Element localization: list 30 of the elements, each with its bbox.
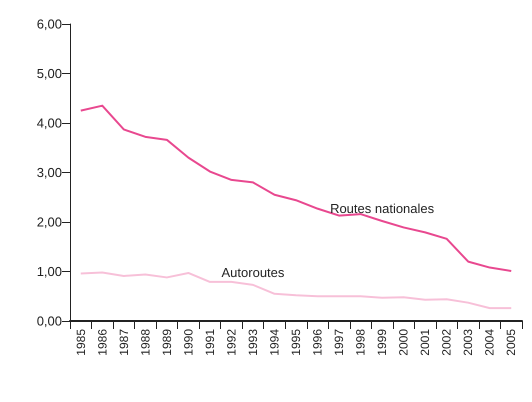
series-label: Autoroutes bbox=[222, 264, 285, 280]
y-tick-label: 0,00 bbox=[36, 314, 62, 328]
x-tick-label: 1999 bbox=[375, 328, 390, 356]
x-tick-label: 1991 bbox=[202, 328, 217, 356]
y-tick-label: 6,00 bbox=[36, 16, 62, 32]
x-tick-label: 1989 bbox=[160, 328, 174, 356]
y-tick-label: 1,00 bbox=[36, 264, 62, 279]
x-tick-label: 1986 bbox=[95, 328, 110, 356]
y-tick-label: 3,00 bbox=[36, 165, 62, 180]
x-tick-label: 1995 bbox=[289, 328, 303, 356]
y-tick-label: 4,00 bbox=[36, 116, 62, 130]
series-label: Routes nationales bbox=[330, 201, 435, 216]
x-tick-label: 2001 bbox=[418, 328, 432, 356]
x-tick-label: 1997 bbox=[332, 328, 346, 356]
x-tick-label: 1998 bbox=[354, 328, 368, 356]
x-tick-label: 1993 bbox=[246, 328, 260, 356]
y-tick-label: 2,00 bbox=[36, 214, 62, 230]
x-tick-label: 2000 bbox=[396, 328, 411, 356]
x-tick-label: 2002 bbox=[440, 328, 454, 356]
x-tick-label: 1996 bbox=[310, 328, 325, 356]
x-tick-label: 1992 bbox=[224, 328, 238, 356]
x-tick-label: 2004 bbox=[482, 328, 497, 356]
x-tick-label: 1994 bbox=[267, 328, 282, 356]
x-tick-label: 1990 bbox=[181, 328, 196, 356]
x-tick-label: 1987 bbox=[116, 328, 131, 356]
x-tick-label: 2005 bbox=[504, 328, 518, 356]
y-tick-label: 5,00 bbox=[36, 66, 62, 81]
x-tick-label: 1988 bbox=[138, 328, 152, 356]
x-tick-label: 1985 bbox=[74, 328, 88, 356]
x-tick-label: 2003 bbox=[461, 328, 476, 356]
